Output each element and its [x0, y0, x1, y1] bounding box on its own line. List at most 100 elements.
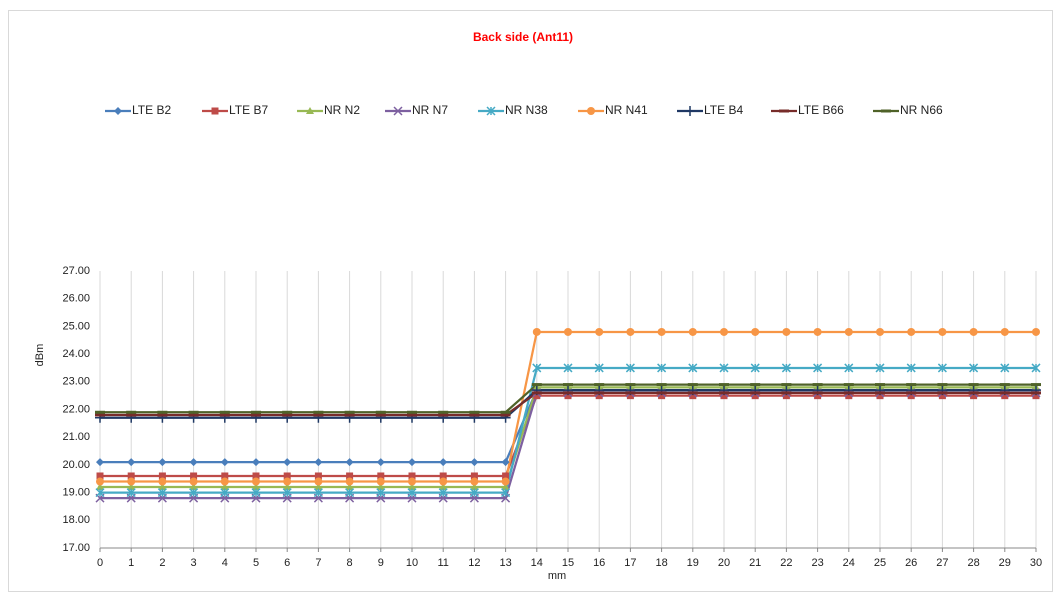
data-point [127, 483, 136, 491]
data-point [595, 392, 603, 400]
data-point [1031, 363, 1041, 373]
data-point [314, 458, 323, 467]
x-tick-label: 6 [284, 557, 290, 569]
legend-label: NR N7 [412, 103, 448, 117]
data-point [407, 488, 417, 498]
data-point [96, 458, 104, 467]
data-point [907, 392, 915, 400]
chart-frame [8, 10, 1053, 592]
data-point [96, 472, 104, 480]
data-point [283, 477, 292, 486]
legend-label: NR N2 [324, 103, 360, 117]
data-point [625, 363, 635, 373]
x-tick-label: 25 [874, 557, 886, 569]
x-tick-label: 5 [253, 557, 259, 569]
data-point [189, 483, 198, 491]
data-point [376, 488, 386, 498]
data-point [127, 472, 135, 480]
data-point [314, 472, 322, 480]
x-tick-label: 22 [780, 557, 792, 569]
y-axis-label: dBm [34, 344, 46, 367]
x-tick-label: 4 [222, 557, 228, 569]
data-point [844, 327, 853, 336]
data-point [408, 477, 416, 486]
data-point [157, 488, 167, 498]
data-point [158, 483, 167, 491]
data-point [844, 363, 854, 373]
data-point [314, 477, 323, 486]
data-point [220, 483, 229, 491]
data-point [564, 327, 572, 336]
legend-label: NR N41 [605, 103, 648, 117]
data-point [782, 327, 791, 336]
data-point [345, 477, 354, 486]
data-point [189, 488, 199, 498]
data-point [189, 477, 198, 486]
x-tick-label: 15 [562, 557, 574, 569]
data-point [470, 472, 478, 480]
data-point [876, 392, 884, 400]
data-point [127, 477, 136, 486]
data-point [657, 327, 666, 336]
data-point [376, 477, 385, 486]
data-point [439, 458, 448, 467]
data-point [408, 483, 416, 491]
data-point [688, 327, 697, 336]
data-point [376, 483, 385, 491]
data-point [563, 363, 573, 373]
x-tick-label: 27 [936, 557, 948, 569]
legend-marker [114, 107, 122, 115]
y-tick-label: 19.00 [62, 487, 90, 499]
legend-marker [211, 107, 219, 115]
data-point [688, 363, 698, 373]
x-tick-label: 21 [749, 557, 761, 569]
data-point [969, 363, 979, 373]
data-point [1000, 327, 1009, 336]
data-point [781, 363, 791, 373]
x-tick-label: 8 [347, 557, 353, 569]
data-point [751, 327, 760, 336]
data-point [220, 458, 229, 467]
x-tick-label: 16 [593, 557, 605, 569]
data-point [345, 458, 354, 467]
x-tick-label: 3 [191, 557, 197, 569]
x-axis-label: mm [548, 570, 566, 582]
data-point [438, 488, 448, 498]
data-point [252, 472, 260, 480]
y-tick-label: 24.00 [62, 348, 90, 360]
data-point [875, 363, 885, 373]
data-point [283, 472, 291, 480]
data-point [439, 472, 447, 480]
data-point [501, 483, 510, 491]
legend-marker [685, 106, 695, 116]
legend-marker [486, 106, 496, 116]
data-point [377, 472, 385, 480]
data-point [96, 477, 104, 486]
data-point [127, 458, 136, 467]
x-tick-label: 0 [97, 557, 103, 569]
data-point [782, 392, 790, 400]
x-tick-label: 10 [406, 557, 418, 569]
data-point [470, 483, 479, 491]
x-tick-label: 1 [128, 557, 134, 569]
x-tick-label: 19 [687, 557, 699, 569]
data-point [251, 488, 261, 498]
data-point [938, 392, 946, 400]
x-tick-label: 28 [967, 557, 979, 569]
data-point [689, 392, 697, 400]
data-point [252, 458, 260, 467]
data-point [470, 458, 479, 467]
data-point [970, 392, 978, 400]
x-tick-label: 24 [843, 557, 855, 569]
data-point [720, 392, 728, 400]
data-point [719, 363, 729, 373]
y-tick-label: 26.00 [62, 293, 90, 305]
x-tick-label: 2 [159, 557, 165, 569]
data-point [126, 488, 136, 498]
data-point [345, 483, 354, 491]
y-tick-label: 25.00 [62, 320, 90, 332]
data-point [469, 488, 479, 498]
data-point [532, 327, 541, 336]
data-point [533, 392, 541, 400]
y-tick-label: 27.00 [62, 265, 90, 277]
